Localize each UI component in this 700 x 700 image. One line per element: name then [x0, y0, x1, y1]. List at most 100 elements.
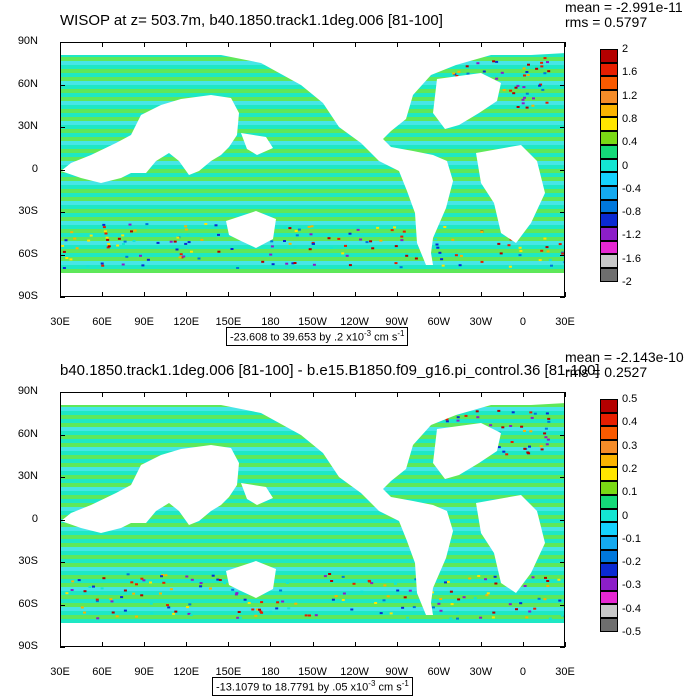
speckle [408, 589, 412, 592]
speckle [446, 580, 450, 583]
lon-label: 90E [134, 316, 154, 328]
speckle [544, 427, 548, 430]
land-mask [476, 145, 545, 243]
lon-label: 30W [469, 666, 493, 678]
ocean-band [61, 463, 564, 467]
speckle [106, 246, 110, 249]
lat-label: 60N [17, 77, 38, 90]
speckle [235, 592, 239, 595]
speckle [495, 60, 499, 63]
speckle [107, 243, 111, 246]
tick [565, 642, 566, 647]
tick [560, 392, 565, 393]
speckle [560, 614, 564, 617]
speckle [458, 264, 462, 267]
speckle [197, 257, 201, 260]
colorbar-swatch [600, 576, 618, 591]
tick [438, 642, 440, 647]
speckle [95, 598, 99, 601]
speckle [499, 252, 503, 255]
speckle [350, 608, 354, 611]
speckle [161, 574, 165, 577]
speckle [521, 102, 525, 105]
speckle [523, 585, 527, 587]
speckle [543, 57, 547, 60]
ocean-band [61, 523, 564, 527]
speckle [104, 232, 108, 235]
speckle [547, 70, 551, 73]
tick [312, 392, 314, 397]
speckle [209, 587, 212, 590]
lat-label: 60N [17, 427, 38, 440]
speckle [140, 594, 144, 597]
speckle [523, 447, 527, 450]
ocean-band [61, 193, 564, 197]
speckle [77, 579, 81, 582]
colorbar-label: 0.2 [622, 462, 638, 475]
speckle [511, 411, 515, 414]
speckle [122, 243, 125, 245]
speckle [523, 74, 526, 77]
speckle [497, 409, 501, 412]
ocean-band [61, 447, 564, 451]
speckle [237, 611, 241, 613]
speckle [107, 245, 111, 248]
speckle [457, 70, 461, 73]
colorbar-swatch [600, 172, 618, 186]
speckle [281, 600, 285, 603]
speckle [527, 63, 530, 66]
speckle [399, 266, 403, 269]
ocean-band [61, 495, 564, 499]
ocean-band [61, 535, 564, 539]
tick [60, 434, 65, 436]
ocean-band [61, 443, 564, 447]
speckle [443, 226, 447, 228]
speckle [128, 223, 132, 226]
ocean-band [61, 257, 564, 261]
speckle [341, 575, 345, 578]
speckle [516, 84, 520, 87]
lon-label: 30E [555, 666, 575, 678]
tick [312, 642, 314, 647]
speckle [269, 253, 273, 256]
speckle [334, 595, 338, 598]
tick [565, 392, 566, 397]
speckle [451, 238, 455, 241]
speckle [460, 254, 463, 257]
ocean-band [61, 527, 564, 531]
tick [560, 519, 565, 521]
speckle [359, 238, 363, 241]
speckle [120, 596, 124, 599]
speckle [522, 86, 526, 89]
speckle [412, 606, 416, 609]
ocean-band [61, 213, 564, 217]
speckle [436, 246, 440, 249]
speckle [102, 223, 106, 226]
speckle [480, 260, 484, 263]
ocean-map [61, 43, 564, 296]
speckle [509, 425, 513, 427]
speckle [507, 244, 511, 247]
speckle [376, 226, 380, 229]
colorbar-label: -0.4 [622, 182, 641, 195]
speckle [492, 611, 496, 614]
speckle [293, 262, 297, 264]
lon-label: 30E [50, 316, 70, 328]
colorbar-label: 1.2 [622, 89, 638, 102]
speckle [403, 596, 407, 599]
ocean-band [61, 583, 564, 587]
speckle [368, 580, 372, 583]
colorbar-swatch [600, 268, 618, 282]
speckle [540, 448, 544, 451]
speckle [271, 263, 275, 266]
ocean-band [61, 217, 564, 221]
speckle [89, 234, 93, 237]
tick [522, 392, 524, 397]
speckle [329, 246, 333, 249]
colorbar [600, 399, 618, 632]
lat-label: 90N [17, 385, 38, 397]
speckle [526, 74, 530, 77]
land-mask [433, 73, 501, 129]
speckle [73, 237, 77, 240]
colorbar-label: 0 [622, 509, 629, 522]
